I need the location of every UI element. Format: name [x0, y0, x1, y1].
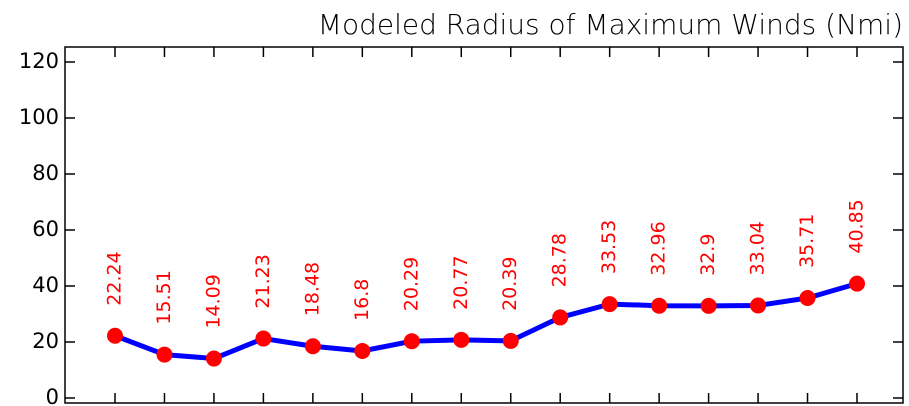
- chart-title: Modeled Radius of Maximum Winds (Nmi): [318, 8, 903, 41]
- point: [403, 333, 420, 350]
- value-label: 15.51: [153, 270, 175, 324]
- series-line: [114, 281, 858, 362]
- point: [255, 330, 272, 347]
- value-label: 22.24: [104, 251, 126, 305]
- y-tick-label: 20: [32, 329, 59, 353]
- point: [156, 346, 173, 363]
- point: [651, 297, 668, 314]
- y-tick-label: 80: [32, 161, 59, 185]
- value-label: 20.39: [499, 257, 521, 311]
- point: [205, 350, 222, 367]
- point: [750, 297, 767, 314]
- y-tick-label: 40: [32, 273, 59, 297]
- point: [601, 296, 618, 313]
- value-label: 18.48: [301, 262, 323, 316]
- value-label: 32.9: [697, 234, 719, 276]
- point: [304, 338, 321, 355]
- point: [799, 290, 816, 307]
- y-tick-label: 100: [19, 105, 59, 129]
- value-label: 21.23: [252, 254, 274, 308]
- value-label: 16.8: [351, 279, 373, 321]
- value-label: 32.96: [648, 221, 670, 275]
- value-label: 20.29: [400, 257, 422, 311]
- value-label: 28.78: [549, 233, 571, 287]
- value-label: 20.77: [450, 255, 472, 309]
- value-label: 40.85: [846, 199, 868, 253]
- point: [354, 342, 371, 359]
- value-label: 33.04: [747, 221, 769, 275]
- y-tick-label: 0: [46, 385, 59, 406]
- point: [453, 331, 470, 348]
- value-label: 33.53: [598, 220, 620, 274]
- point: [552, 309, 569, 326]
- point: [502, 332, 519, 349]
- value-label: 35.71: [796, 214, 818, 268]
- point: [107, 327, 123, 344]
- value-label: 14.09: [202, 274, 224, 328]
- plot-frame: [64, 46, 904, 404]
- y-tick-label: 120: [19, 49, 59, 73]
- point: [849, 275, 865, 292]
- y-tick-label: 60: [32, 217, 59, 241]
- point: [700, 297, 717, 314]
